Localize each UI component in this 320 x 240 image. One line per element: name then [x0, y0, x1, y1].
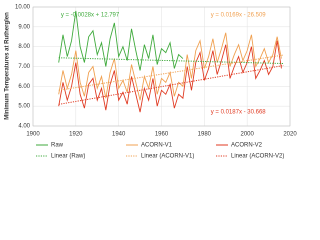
legend-label: ACORN-V2 — [231, 143, 263, 149]
annotation: y = -0.0028x + 12.797 — [61, 13, 120, 19]
x-tick-label: 2000 — [240, 132, 254, 138]
y-axis-title: Minimum Temperatures at Rutherglen — [5, 12, 11, 120]
chart: Minimum Temperatures at Rutherglen 4.00 5… — [5, 5, 298, 160]
y-tick-label: 7.00 — [18, 64, 30, 70]
legend-label: ACORN-V1 — [141, 143, 173, 149]
trend-line — [58, 54, 284, 91]
legend-label: Linear (ACORN-V1) — [141, 154, 194, 160]
y-tick-label: 8.00 — [18, 44, 30, 50]
series-line — [58, 32, 282, 101]
series-line — [58, 10, 184, 71]
legend-label: Linear (Raw) — [51, 154, 85, 160]
y-tick-label: 5.00 — [18, 104, 30, 110]
trend-line — [58, 57, 284, 65]
x-tick-label: 1960 — [155, 132, 169, 138]
y-tick-label: 9.00 — [18, 24, 30, 30]
annotation: y = 0.0187x - 30.668 — [211, 110, 267, 116]
x-tick-label: 1940 — [112, 132, 126, 138]
y-tick-label: 6.00 — [18, 84, 30, 90]
trend-line — [58, 65, 284, 105]
series-line — [58, 40, 282, 113]
x-tick-label: 1980 — [198, 132, 212, 138]
x-tick-label: 2020 — [283, 132, 297, 138]
x-tick-label: 1900 — [26, 132, 40, 138]
legend-label: Raw — [51, 143, 64, 149]
x-tick-label: 1920 — [69, 132, 83, 138]
y-tick-label: 10.00 — [15, 5, 31, 11]
y-tick-label: 4.00 — [18, 124, 30, 130]
annotation: y = 0.0169x - 26.509 — [211, 13, 267, 19]
plot-border — [32, 6, 291, 127]
legend-label: Linear (ACORN-V2) — [231, 154, 284, 160]
